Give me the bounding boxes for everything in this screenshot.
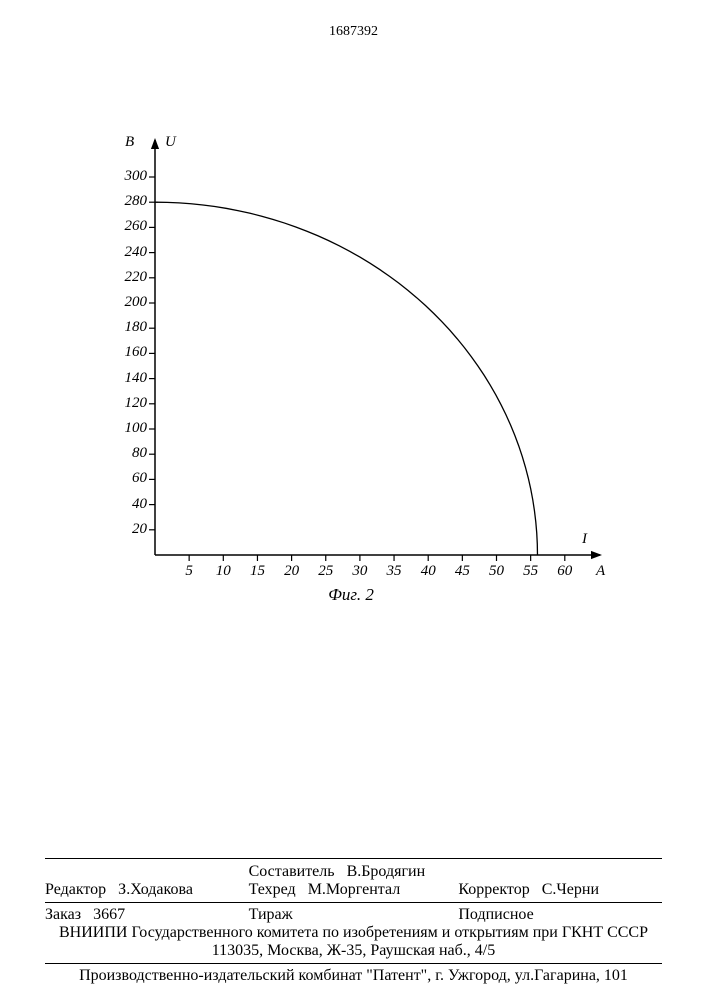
figure-caption: Фиг. 2 [328, 585, 374, 605]
y-tick: 20 [107, 521, 147, 538]
org-line: ВНИИПИ Государственного комитета по изоб… [45, 924, 662, 942]
tech-label: Техред [249, 881, 296, 898]
editor-label: Редактор [45, 881, 106, 898]
footer-org: ВНИИПИ Государственного комитета по изоб… [45, 924, 662, 960]
org-address: 113035, Москва, Ж-35, Раушская наб., 4/5 [45, 942, 662, 960]
y-tick: 260 [107, 218, 147, 235]
y-axis-unit-label: В [125, 134, 134, 151]
footer-row-3: Заказ 3667 Тираж Подписное [45, 906, 662, 924]
x-tick: 60 [551, 563, 579, 580]
page: 1687392 20 40 60 80 100 120 140 160 180 200 220 240… [0, 0, 707, 1000]
subscription-label: Подписное [458, 906, 533, 923]
footer: Составитель В.Бродягин Редактор З.Ходако… [45, 858, 662, 985]
y-tick: 180 [107, 319, 147, 336]
x-tick: 40 [414, 563, 442, 580]
divider [45, 963, 662, 964]
order-label: Заказ [45, 906, 81, 923]
x-tick: 55 [517, 563, 545, 580]
x-tick: 45 [448, 563, 476, 580]
y-tick: 280 [107, 193, 147, 210]
editor-name: З.Ходакова [118, 881, 193, 898]
y-tick: 220 [107, 269, 147, 286]
x-axis-symbol: I [582, 531, 587, 548]
footer-row-2: Редактор З.Ходакова Техред М.Моргентал К… [45, 881, 662, 899]
x-tick: 50 [483, 563, 511, 580]
y-tick: 80 [107, 445, 147, 462]
y-tick: 300 [107, 168, 147, 185]
y-axis-symbol: U [165, 134, 176, 151]
x-axis-unit-label: А [596, 563, 605, 580]
y-tick: 100 [107, 420, 147, 437]
x-tick: 35 [380, 563, 408, 580]
y-tick: 200 [107, 294, 147, 311]
x-tick: 25 [312, 563, 340, 580]
x-tick: 20 [278, 563, 306, 580]
page-number: 1687392 [0, 24, 707, 40]
x-tick: 5 [175, 563, 203, 580]
compiler-label: Составитель [249, 863, 335, 880]
x-tick: 15 [243, 563, 271, 580]
x-tick: 10 [209, 563, 237, 580]
y-tick: 40 [107, 496, 147, 513]
divider [45, 902, 662, 903]
tech-name: М.Моргентал [308, 881, 400, 898]
x-tick: 30 [346, 563, 374, 580]
y-tick: 240 [107, 244, 147, 261]
y-tick: 140 [107, 370, 147, 387]
footer-row-1: Составитель В.Бродягин [45, 863, 662, 881]
tirazh-label: Тираж [249, 906, 293, 923]
chart-svg [100, 130, 610, 630]
compiler-name: В.Бродягин [347, 863, 426, 880]
y-tick: 120 [107, 395, 147, 412]
chart: 20 40 60 80 100 120 140 160 180 200 220 240 260 280 30… [100, 130, 610, 590]
corrector-name: С.Черни [542, 881, 599, 898]
y-tick: 160 [107, 344, 147, 361]
y-tick: 60 [107, 470, 147, 487]
order-num: 3667 [93, 906, 125, 923]
footer-publisher: Производственно-издательский комбинат "П… [45, 967, 662, 985]
corrector-label: Корректор [458, 881, 529, 898]
